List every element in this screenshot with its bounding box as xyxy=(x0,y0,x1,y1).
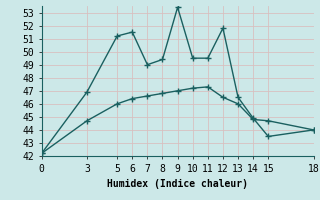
X-axis label: Humidex (Indice chaleur): Humidex (Indice chaleur) xyxy=(107,179,248,189)
